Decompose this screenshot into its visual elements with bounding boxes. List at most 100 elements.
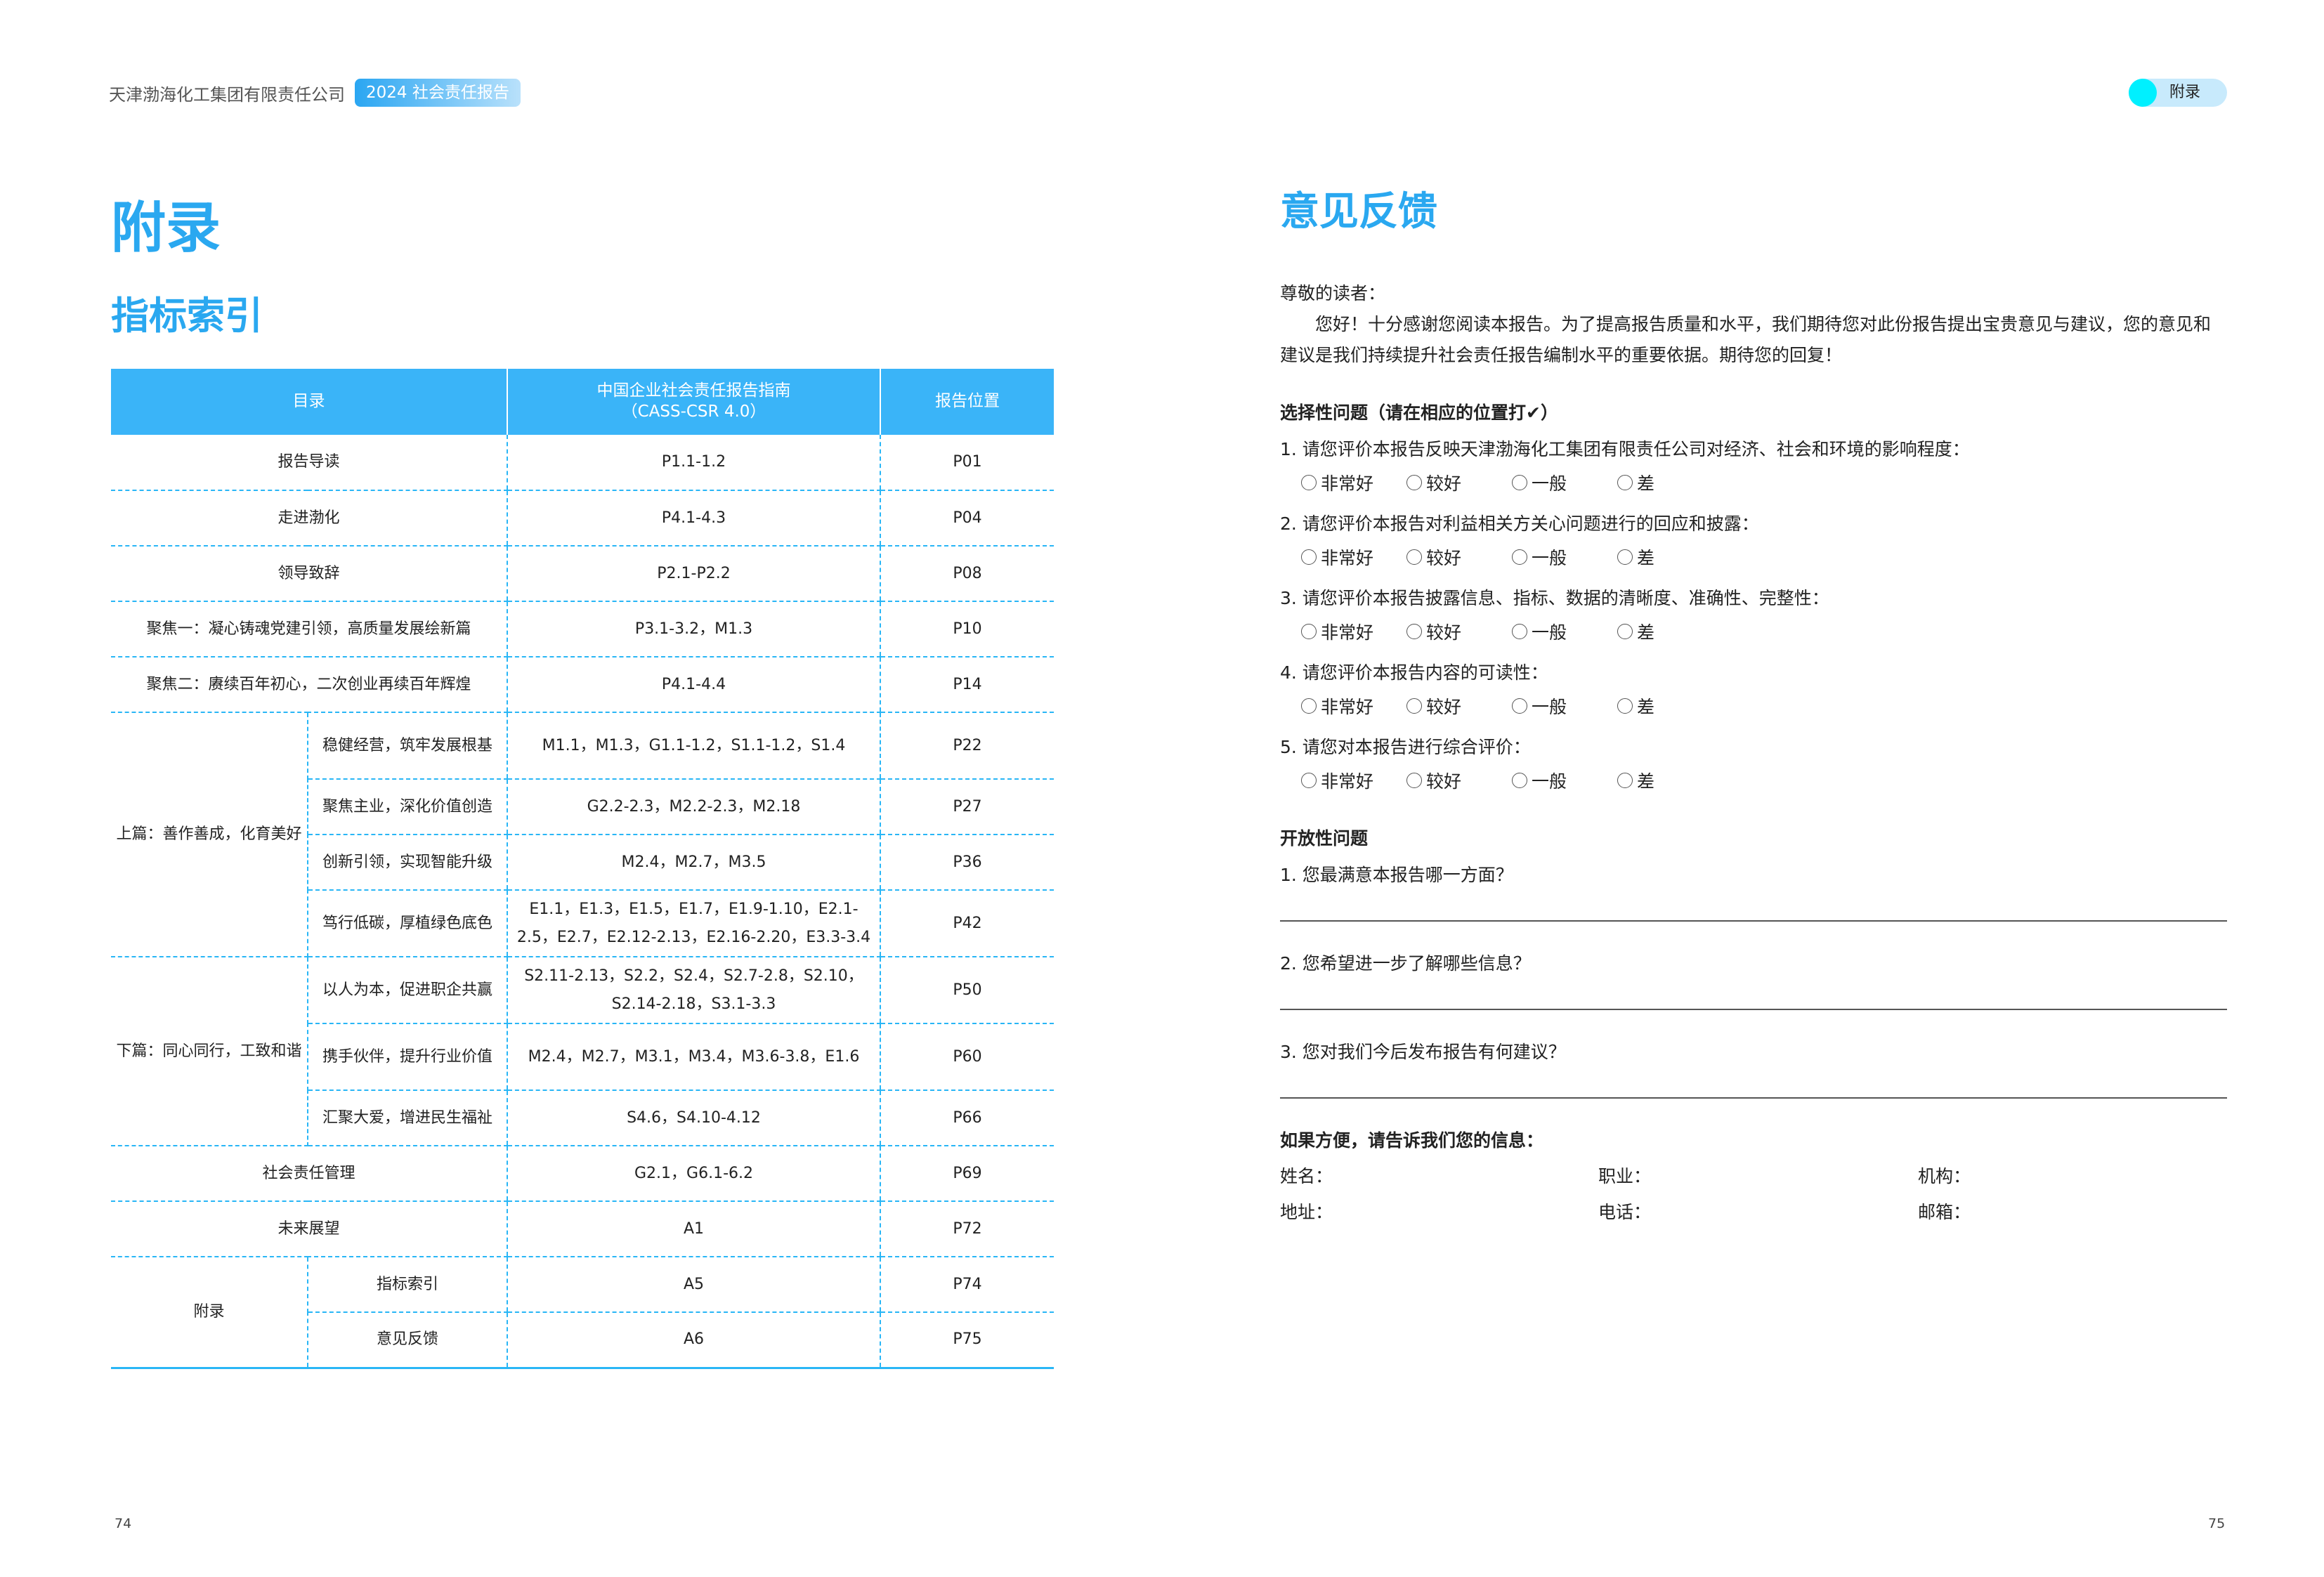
dot-icon — [2129, 79, 2157, 107]
intro-paragraph: 您好！十分感谢您阅读本报告。为了提高报告质量和水平，我们期待您对此份报告提出宝贵… — [1280, 314, 2212, 365]
rating-option-3[interactable]: 差 — [1617, 768, 1723, 793]
radio-circle-icon[interactable] — [1406, 475, 1422, 490]
option-label: 较好 — [1426, 697, 1462, 717]
rating-option-2[interactable]: 一般 — [1512, 768, 1617, 793]
row-label: 笃行低碳，厚植绿色底色 — [308, 890, 507, 957]
row-standard: M2.4，M2.7，M3.1，M3.4，M3.6-3.8，E1.6 — [507, 1023, 880, 1091]
answer-line[interactable] — [1280, 1097, 2227, 1099]
radio-circle-icon[interactable] — [1406, 773, 1422, 788]
choice-question: 1. 请您评价本报告反映天津渤海化工集团有限责任公司对经济、社会和环境的影响程度… — [1280, 439, 1970, 459]
radio-circle-icon[interactable] — [1617, 475, 1633, 490]
feedback-title: 意见反馈 — [1280, 189, 1437, 235]
group-label: 下篇：同心同行，工致和谐 — [111, 957, 308, 1146]
answer-line[interactable] — [1280, 920, 2227, 922]
option-label: 一般 — [1532, 697, 1567, 717]
row-label: 聚焦一：凝心铸魂党建引领，高质量发展绘新篇 — [111, 601, 507, 657]
rating-options: 非常好 较好 一般 差 — [1280, 761, 2227, 799]
row-label: 未来展望 — [111, 1201, 507, 1257]
table-row: 聚焦二：赓续百年初心，二次创业再续百年辉煌 P4.1-4.4 P14 — [111, 657, 1054, 713]
info-field[interactable]: 邮箱： — [1918, 1202, 1971, 1222]
rating-option-3[interactable]: 差 — [1617, 544, 1723, 570]
radio-circle-icon[interactable] — [1406, 624, 1422, 639]
row-standard: E1.1，E1.3，E1.5，E1.7，E1.9-1.10，E2.1-2.5，E… — [507, 890, 880, 957]
radio-circle-icon[interactable] — [1512, 773, 1527, 788]
rating-option-0[interactable]: 非常好 — [1301, 544, 1406, 570]
choice-question: 4. 请您评价本报告内容的可读性： — [1280, 662, 1548, 683]
rating-option-3[interactable]: 差 — [1617, 693, 1723, 719]
rating-option-2[interactable]: 一般 — [1512, 693, 1617, 719]
greeting: 尊敬的读者： — [1280, 283, 1386, 303]
radio-circle-icon[interactable] — [1617, 549, 1633, 565]
radio-circle-icon[interactable] — [1617, 773, 1633, 788]
rating-option-0[interactable]: 非常好 — [1301, 470, 1406, 495]
row-standard: M1.1，M1.3，G1.1-1.2，S1.1-1.2，S1.4 — [507, 712, 880, 780]
header-standard: 中国企业社会责任报告指南 （CASS-CSR 4.0） — [507, 369, 880, 435]
row-page: P01 — [880, 435, 1054, 491]
table-row: 报告导读 P1.1-1.2 P01 — [111, 435, 1054, 491]
radio-circle-icon[interactable] — [1301, 475, 1317, 490]
header-page: 报告位置 — [880, 369, 1054, 435]
row-standard: S2.11-2.13，S2.2，S2.4，S2.7-2.8，S2.10，S2.1… — [507, 957, 880, 1024]
option-label: 差 — [1637, 622, 1655, 643]
group-label: 附录 — [111, 1257, 308, 1369]
option-label: 非常好 — [1321, 697, 1374, 717]
info-field[interactable]: 电话： — [1598, 1202, 1652, 1222]
rating-option-3[interactable]: 差 — [1617, 619, 1723, 644]
row-page: P42 — [880, 890, 1054, 957]
section-pill-label: 附录 — [2169, 84, 2201, 101]
rating-option-0[interactable]: 非常好 — [1301, 768, 1406, 793]
info-heading: 如果方便，请告诉我们您的信息： — [1280, 1130, 1544, 1151]
radio-circle-icon[interactable] — [1301, 773, 1317, 788]
radio-circle-icon[interactable] — [1617, 698, 1633, 714]
table-row: 聚焦一：凝心铸魂党建引领，高质量发展绘新篇 P3.1-3.2，M1.3 P10 — [111, 601, 1054, 657]
radio-circle-icon[interactable] — [1617, 624, 1633, 639]
open-questions: 1. 您最满意本报告哪一方面？ 2. 您希望进一步了解哪些信息？ 3. 您对我们今后… — [1280, 861, 2227, 1099]
header: 天津渤海化工集团有限责任公司 2024 社会责任报告 — [109, 79, 521, 107]
rating-option-1[interactable]: 较好 — [1406, 544, 1512, 570]
row-page: P04 — [880, 490, 1054, 547]
option-label: 较好 — [1426, 473, 1462, 494]
info-field[interactable]: 姓名： — [1280, 1166, 1333, 1186]
radio-circle-icon[interactable] — [1512, 475, 1527, 490]
info-field[interactable]: 机构： — [1918, 1166, 1971, 1186]
radio-circle-icon[interactable] — [1301, 624, 1317, 639]
row-standard: G2.1，G6.1-6.2 — [507, 1146, 880, 1202]
table-row: 汇聚大爱，增进民生福祉 S4.6，S4.10-4.12 P66 — [111, 1090, 1054, 1146]
table-row: 领导致辞 P2.1-P2.2 P08 — [111, 546, 1054, 602]
answer-line[interactable] — [1280, 1009, 2227, 1010]
rating-option-1[interactable]: 较好 — [1406, 470, 1512, 495]
radio-circle-icon[interactable] — [1301, 698, 1317, 714]
option-label: 较好 — [1426, 622, 1462, 643]
rating-option-2[interactable]: 一般 — [1512, 544, 1617, 570]
radio-circle-icon[interactable] — [1512, 698, 1527, 714]
rating-option-3[interactable]: 差 — [1617, 470, 1723, 495]
rating-option-1[interactable]: 较好 — [1406, 768, 1512, 793]
company-name: 天津渤海化工集团有限责任公司 — [109, 84, 345, 105]
report-badge: 2024 社会责任报告 — [355, 79, 521, 107]
row-label: 以人为本，促进职企共赢 — [308, 957, 507, 1024]
rating-option-0[interactable]: 非常好 — [1301, 693, 1406, 719]
radio-circle-icon[interactable] — [1406, 698, 1422, 714]
info-field[interactable]: 地址： — [1280, 1202, 1333, 1222]
radio-circle-icon[interactable] — [1406, 549, 1422, 565]
table-row: 上篇：善作善成，化育美好 稳健经营，筑牢发展根基 M1.1，M1.3，G1.1-1.… — [111, 712, 1054, 957]
radio-circle-icon[interactable] — [1301, 549, 1317, 565]
open-question: 2. 您希望进一步了解哪些信息？ — [1280, 953, 1531, 974]
row-page: P08 — [880, 546, 1054, 602]
row-label: 聚焦主业，深化价值创造 — [308, 779, 507, 835]
open-heading: 开放性问题 — [1280, 828, 1369, 849]
rating-option-2[interactable]: 一般 — [1512, 470, 1617, 495]
row-page: P10 — [880, 601, 1054, 657]
row-standard: P4.1-4.3 — [507, 490, 880, 547]
row-standard: M2.4，M2.7，M3.5 — [507, 835, 880, 891]
rating-option-0[interactable]: 非常好 — [1301, 619, 1406, 644]
info-field[interactable]: 职业： — [1598, 1166, 1652, 1186]
radio-circle-icon[interactable] — [1512, 624, 1527, 639]
group-label: 上篇：善作善成，化育美好 — [111, 712, 308, 957]
radio-circle-icon[interactable] — [1512, 549, 1527, 565]
rating-options: 非常好 较好 一般 差 — [1280, 687, 2227, 725]
page-number-right: 75 — [2208, 1516, 2226, 1531]
rating-option-1[interactable]: 较好 — [1406, 619, 1512, 644]
rating-option-2[interactable]: 一般 — [1512, 619, 1617, 644]
rating-option-1[interactable]: 较好 — [1406, 693, 1512, 719]
